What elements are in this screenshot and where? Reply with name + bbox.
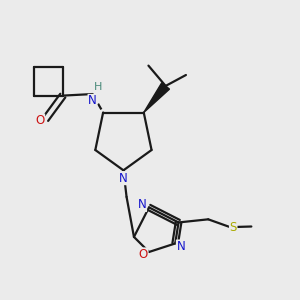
Text: S: S [230,221,237,234]
Polygon shape [144,83,169,112]
Text: N: N [119,172,128,184]
Text: N: N [88,94,97,107]
Text: N: N [176,240,185,253]
Text: O: O [35,114,45,127]
Text: N: N [138,198,146,212]
Text: O: O [139,248,148,261]
Text: H: H [94,82,102,92]
